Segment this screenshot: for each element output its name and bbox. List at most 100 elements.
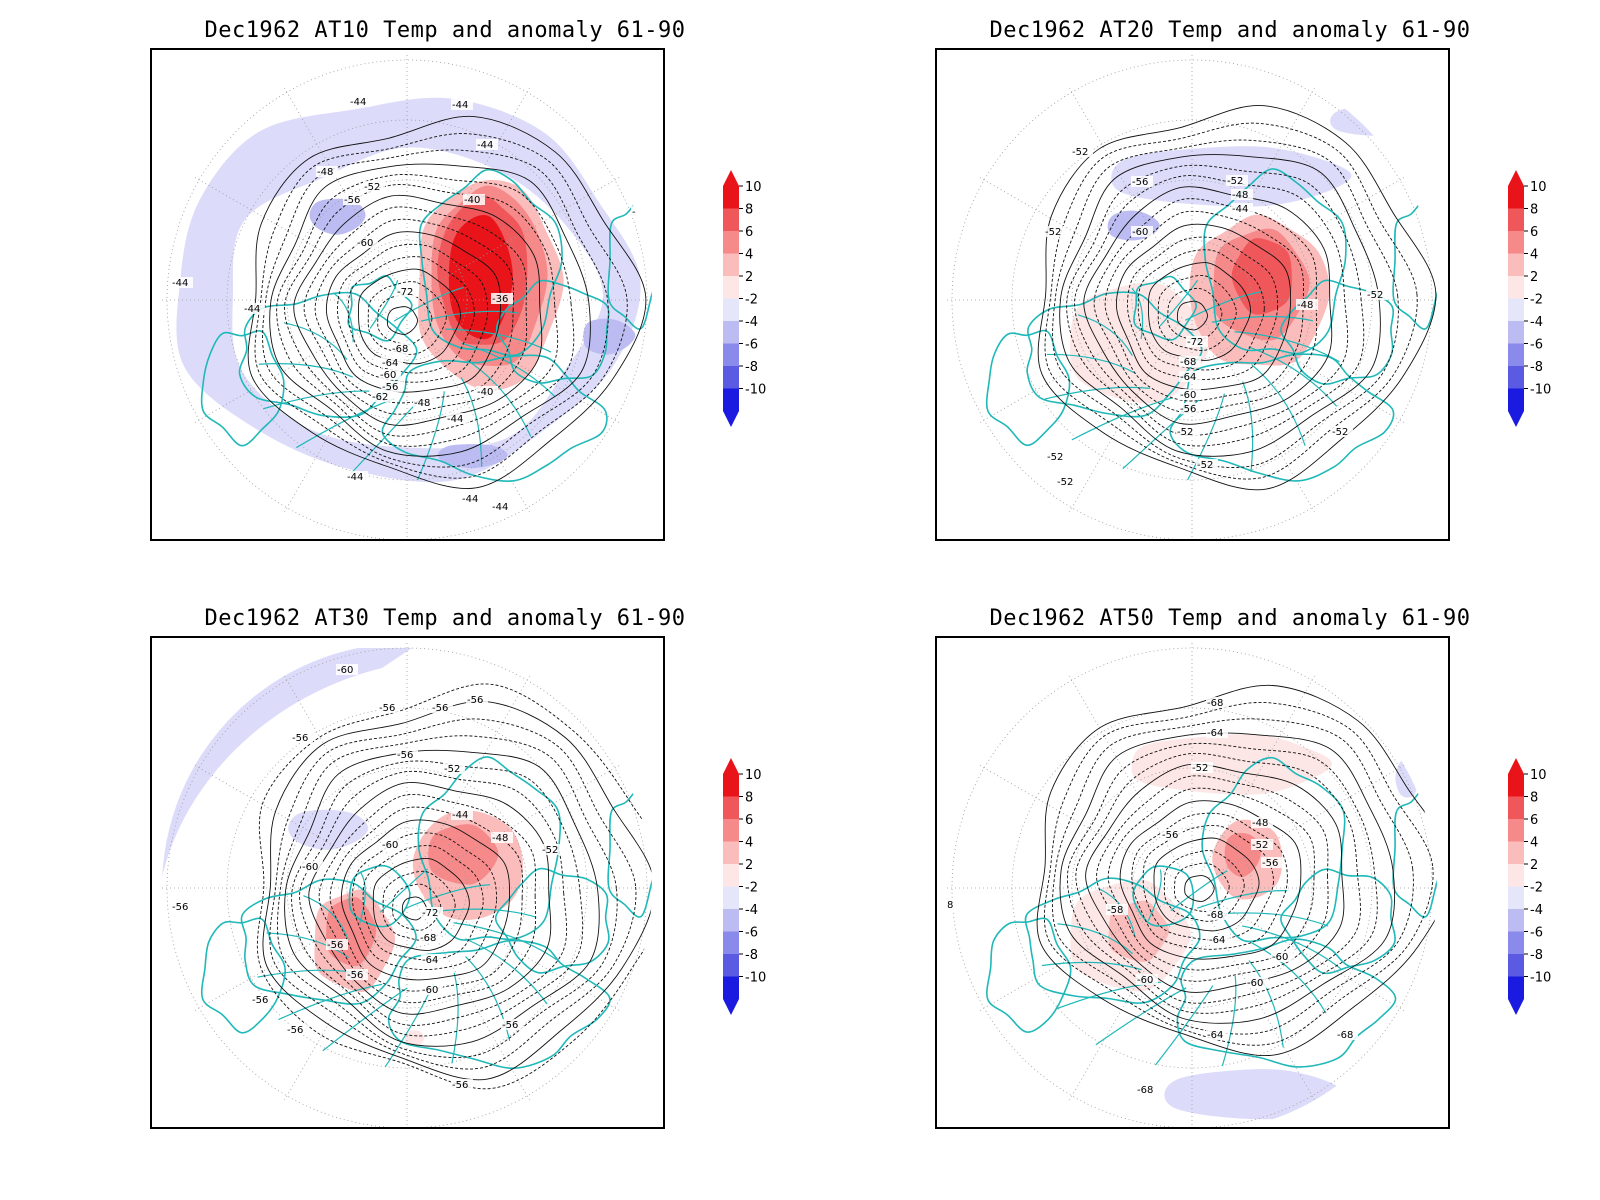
contour-line: [254, 133, 628, 479]
contour-label: -40: [477, 387, 493, 398]
meridian-line: [979, 897, 1175, 1011]
contour-line: [269, 163, 591, 457]
map-disk: -68 -64 -52 -48 -52 -56 -56 -58 -68 -64 -60 -60 -60 -…: [947, 643, 1437, 1127]
anomaly-area: [448, 214, 513, 340]
contour-label-bg: [1136, 1084, 1158, 1095]
contour-label: -52: [444, 764, 460, 775]
contour-line: [291, 760, 584, 1037]
contour-label-bg: [1271, 951, 1293, 962]
coastline: [381, 354, 608, 482]
anomaly-area: [1164, 1069, 1345, 1120]
colorbar-tick-label: -8: [1530, 948, 1543, 963]
country-border: [258, 362, 353, 378]
contour-label: -64: [422, 955, 438, 966]
meridian-line: [1201, 87, 1315, 283]
country-border: [1251, 942, 1327, 1014]
country-border: [1044, 386, 1150, 400]
country-border: [1248, 346, 1338, 407]
contour-label-bg: [343, 194, 365, 205]
contour-label: -64: [1207, 1030, 1223, 1041]
meridian-line: [1069, 905, 1183, 1101]
contour-label-bg: [1186, 336, 1208, 347]
contour-label-bg: [391, 343, 413, 354]
contour-line: [1131, 812, 1288, 950]
coastline: [1392, 789, 1437, 918]
contour-label-bg: [301, 861, 323, 872]
colorbar-arrow-bottom: [723, 411, 739, 427]
coastline: [1133, 275, 1197, 341]
temperature-contours: [256, 683, 652, 1090]
colorbar-segment: [1508, 253, 1524, 276]
colorbar-tick-label: -4: [1530, 315, 1543, 330]
contour-label: -68: [1137, 1085, 1153, 1096]
contour-label: -56: [502, 1020, 518, 1031]
contour-label-bg: [396, 286, 418, 297]
coastline: [1280, 868, 1396, 975]
colorbar-segment: [1508, 841, 1524, 864]
contour-label-bg: [476, 139, 498, 150]
contour-label: -60: [1132, 227, 1148, 238]
meridian-line: [284, 675, 398, 871]
country-border: [465, 956, 511, 1042]
contour-label: -56: [347, 970, 363, 981]
coastline: [347, 275, 413, 342]
contour-label-bg: [476, 386, 498, 397]
contour-label-bg: [1231, 189, 1253, 200]
coastline: [1392, 201, 1437, 330]
colorbar-segment: [723, 841, 739, 864]
contour-label: -56: [382, 382, 398, 393]
contour-label: -72: [397, 287, 413, 298]
colorbar-segment: [1508, 931, 1524, 954]
country-border: [1159, 279, 1199, 327]
polar-map: -68 -64 -52 -48 -52 -56 -56 -58 -68 -64 -60 -60 -60 -…: [947, 643, 1437, 1127]
contour-label-bg: [1179, 403, 1201, 414]
contour-label-bg: [1179, 371, 1201, 382]
colorbar-segment: [1508, 276, 1524, 299]
colorbar-segment: [1508, 343, 1524, 366]
contour-label-bg: [541, 844, 563, 855]
colorbar-arrow-top: [1508, 170, 1524, 186]
contour-line: [262, 149, 609, 468]
coastlines: [200, 168, 652, 482]
contour-line: [276, 174, 575, 447]
colorbar-tick-label: -6: [745, 926, 758, 941]
meridian-line: [1069, 87, 1183, 283]
country-border: [1241, 925, 1343, 971]
country-border: [1234, 331, 1340, 363]
contour-line: [1075, 753, 1361, 1004]
colorbar: 10 8 6 4 2 -2 -4 -6 -8 -10: [1508, 170, 1551, 427]
colorbar-segment: [723, 186, 739, 209]
contour-label: -56: [1180, 404, 1196, 415]
colorbar-segment: [723, 253, 739, 276]
colorbar-tick-label: 10: [745, 180, 762, 195]
country-border: [379, 868, 428, 913]
contour-label: -44: [1232, 204, 1248, 215]
contour-label: -52: [1332, 427, 1348, 438]
contour-line: [1059, 732, 1396, 1024]
contour-label-bg: [1136, 974, 1158, 985]
colorbar-tick-label: 8: [745, 791, 753, 806]
contour-label: -58: [1107, 905, 1123, 916]
contour-label-bg: [451, 809, 473, 820]
contour-line: [1059, 154, 1381, 457]
contour-label-bg: [466, 694, 488, 705]
contour-label: -52: [1045, 227, 1061, 238]
colorbar-tick-label: 6: [745, 225, 753, 240]
contour-label: -60: [380, 370, 396, 381]
contour-label: -52: [364, 182, 380, 193]
contour-label: -68: [420, 933, 436, 944]
contour-label-bg: [1044, 226, 1066, 237]
colorbar-segment: [1508, 886, 1524, 909]
contour-label: -52: [1047, 452, 1063, 463]
contour-label: -44: [492, 502, 508, 513]
meridian-line: [1201, 905, 1315, 1101]
anomaly-area: [309, 198, 366, 235]
country-border: [296, 398, 394, 449]
colorbar-segment: [1508, 321, 1524, 344]
contour-label-bg: [1231, 203, 1253, 214]
coastline: [1280, 279, 1395, 385]
contour-label-bg: [381, 839, 403, 850]
map-frame: -44 -44 -44 -48 -52 -56 -60 -72 -40 -36 -68 -64 -60-…: [150, 48, 665, 541]
contour-label: -56: [287, 1025, 303, 1036]
contour-line: [1037, 105, 1437, 491]
